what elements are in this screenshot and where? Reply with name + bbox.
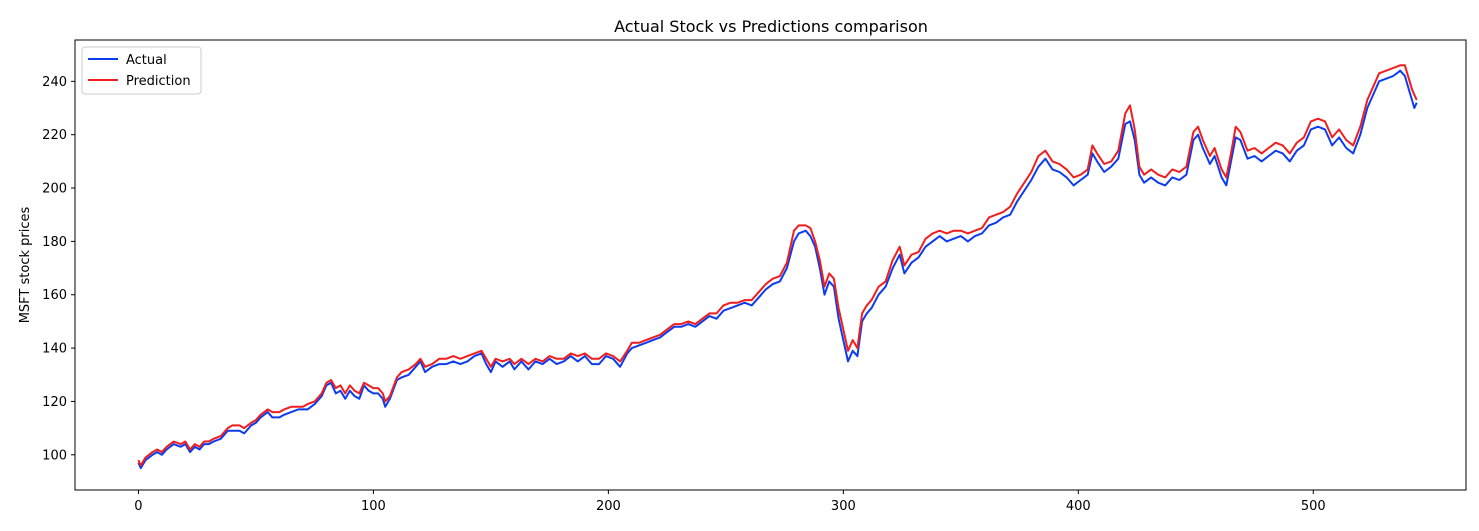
y-axis: 100 120 140 160 180 200 220 240	[42, 75, 75, 463]
x-tick-label: 500	[1301, 499, 1326, 514]
y-tick-label: 180	[42, 235, 67, 250]
y-tick-label: 220	[42, 128, 67, 143]
legend-label-prediction: Prediction	[126, 74, 191, 89]
y-tick-label: 140	[42, 342, 67, 357]
y-tick-label: 240	[42, 75, 67, 90]
x-axis: 0 100 200 300 400 500	[134, 490, 1326, 514]
legend: Actual Prediction	[81, 46, 202, 95]
y-axis-label: MSFT stock prices	[18, 207, 33, 324]
x-tick-label: 200	[596, 499, 621, 514]
x-tick-label: 300	[831, 499, 856, 514]
plot-area	[137, 64, 1418, 470]
y-tick-label: 100	[42, 448, 67, 463]
x-tick-label: 400	[1066, 499, 1091, 514]
legend-label-actual: Actual	[126, 53, 167, 68]
y-tick-label: 160	[42, 288, 67, 303]
x-tick-label: 0	[134, 499, 142, 514]
series-line-actual	[137, 69, 1418, 470]
x-tick-label: 100	[361, 499, 386, 514]
y-tick-label: 120	[42, 395, 67, 410]
plot-frame	[74, 39, 1467, 491]
y-tick-label: 200	[42, 182, 67, 197]
chart-title: Actual Stock vs Predictions comparison	[614, 17, 928, 36]
series-line-prediction	[137, 64, 1418, 467]
